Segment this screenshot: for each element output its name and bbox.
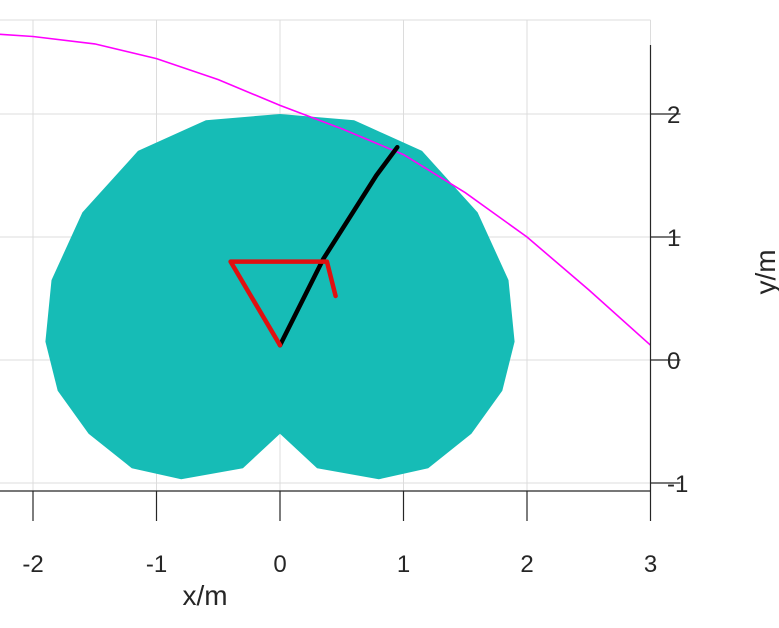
x-tick-label: -1 [146,551,167,578]
x-tick-label: 3 [644,551,657,578]
y-tick-label: 0 [667,348,680,375]
axes: -2 -1 0 1 2 3 -1 0 1 2 [0,45,688,578]
x-tick-label: 0 [273,551,286,578]
y-tick-label: 2 [667,102,680,129]
black-arm-line [277,144,400,348]
x-tick-label: 1 [397,551,410,578]
y-axis-label: y/m [750,249,779,294]
x-tick-label: -2 [22,551,43,578]
y-tick-label: 1 [667,225,680,252]
reachable-region [45,114,515,480]
y-tick-label: -1 [667,471,688,498]
trajectory-line [0,33,652,346]
red-arm-line [228,259,338,348]
x-tick-label: 2 [520,551,533,578]
plot-area [0,33,652,480]
x-axis-label: x/m [182,580,227,611]
